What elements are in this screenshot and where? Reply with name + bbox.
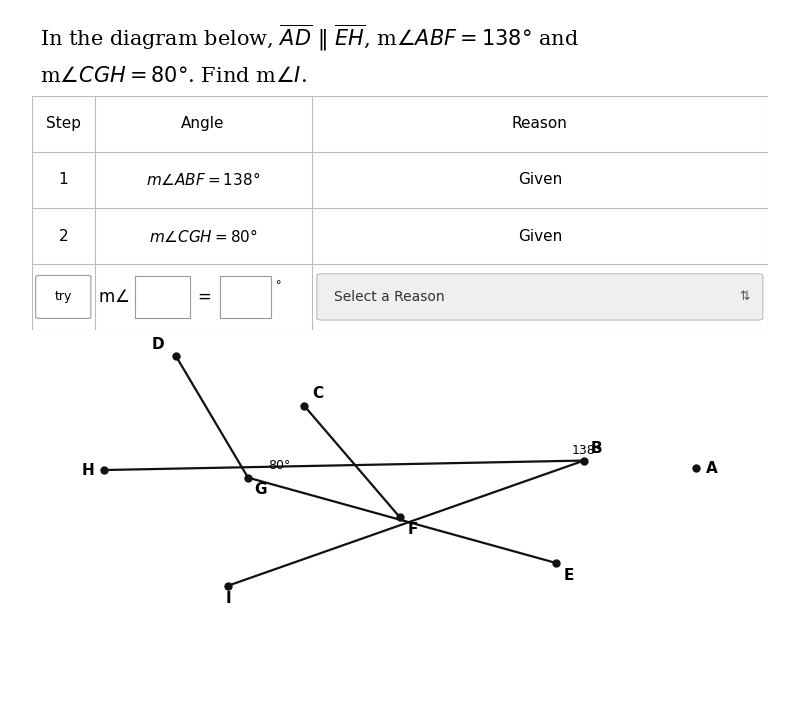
- Text: A: A: [706, 461, 718, 476]
- Bar: [135, 276, 190, 318]
- Text: Given: Given: [518, 172, 562, 187]
- Text: m$\angle ABF = 138°$: m$\angle ABF = 138°$: [146, 172, 260, 189]
- Text: I: I: [225, 591, 231, 606]
- Text: 1: 1: [58, 172, 68, 187]
- Text: m$\angle CGH = 80°$. Find m$\angle I$.: m$\angle CGH = 80°$. Find m$\angle I$.: [40, 67, 307, 86]
- Text: E: E: [564, 567, 574, 583]
- Text: try: try: [54, 291, 72, 303]
- Text: In the diagram below, $\overline{AD}\ \|\ \overline{EH}$, m$\angle ABF = 138°$ a: In the diagram below, $\overline{AD}\ \|…: [40, 23, 578, 53]
- Text: B: B: [590, 441, 602, 456]
- Text: Angle: Angle: [182, 116, 225, 131]
- Text: 138°: 138°: [572, 444, 602, 457]
- Text: D: D: [151, 337, 164, 352]
- Text: =: =: [198, 288, 211, 306]
- Text: F: F: [408, 522, 418, 537]
- Text: 2: 2: [58, 228, 68, 244]
- Text: C: C: [312, 386, 323, 401]
- Text: Reason: Reason: [512, 116, 568, 131]
- Text: Step: Step: [46, 116, 81, 131]
- Text: m$\angle CGH = 80°$: m$\angle CGH = 80°$: [149, 228, 258, 245]
- Bar: [220, 276, 271, 318]
- Text: 80°: 80°: [268, 459, 290, 472]
- Text: Given: Given: [518, 228, 562, 244]
- Text: H: H: [82, 462, 94, 478]
- Text: Select a Reason: Select a Reason: [334, 290, 444, 304]
- FancyBboxPatch shape: [317, 274, 763, 320]
- Text: °: °: [276, 280, 282, 290]
- Text: m$\angle$: m$\angle$: [98, 288, 130, 306]
- Text: ⇅: ⇅: [739, 291, 750, 303]
- Text: G: G: [254, 482, 267, 497]
- FancyBboxPatch shape: [36, 276, 91, 318]
